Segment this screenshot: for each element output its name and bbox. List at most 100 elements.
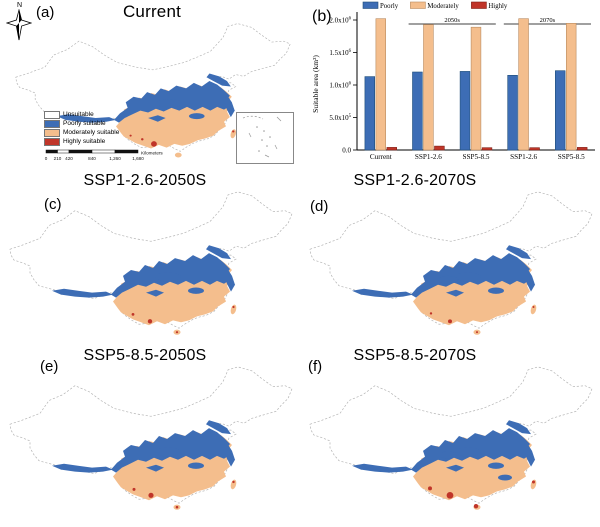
poorly-suitable-region: [52, 245, 235, 298]
panel-current: (a) Current Unsuitable Poorly suitable M…: [0, 0, 305, 170]
poorly-suitable-region: [352, 420, 535, 481]
svg-text:SSP1-2.6: SSP1-2.6: [510, 153, 537, 161]
map-ssp1-2050s: [0, 186, 300, 346]
panel-title-ssp1-2070s: SSP1-2.6-2070S: [353, 172, 477, 189]
map-legend-item: Moderately suitable: [44, 128, 119, 137]
taiwan-island: [230, 129, 237, 139]
highly-suitable-region: [428, 480, 535, 509]
chart-xticklabels: Current SSP1-2.6 SSP5-8.5 SSP1-2.6 SSP5-8.5: [370, 153, 585, 161]
map-legend-swatch: [44, 110, 60, 119]
china-map-svg: [309, 366, 593, 510]
svg-text:2070s: 2070s: [540, 17, 556, 24]
bar-highly-4: [576, 147, 588, 151]
panel-title-current: Current: [122, 2, 182, 21]
bar-chart: 0.0 5.0x105 1.0x106 1.5x106 2.0x106 Suitable …: [307, 0, 599, 170]
china-map-svg: [9, 366, 293, 510]
poorly-suitable-region: [56, 73, 235, 123]
bar-poorly-0: [364, 76, 376, 151]
panel-title-ssp5-2050s: SSP5-8.5-2050S: [83, 347, 207, 364]
compass-north-label: N: [17, 2, 23, 9]
bar-moderately-3: [518, 18, 529, 151]
map-current: [6, 18, 298, 168]
panel-label-a: (a): [36, 4, 55, 21]
svg-text:Current: Current: [370, 153, 392, 161]
bar-moderately-4: [565, 22, 577, 151]
svg-text:840: 840: [88, 156, 96, 161]
map-ssp1-2070s: [300, 186, 600, 346]
bar-chart-svg: 0.0 5.0x105 1.0x106 1.5x106 2.0x106 Suitable …: [311, 1, 595, 161]
chart-group-labels: 2050s 2070s: [408, 17, 591, 25]
panel-label-d: (d): [310, 198, 329, 215]
inset-islands-icon: [242, 115, 282, 158]
bar-highly-0: [386, 147, 398, 151]
map-legend-label: Unsuitable: [63, 111, 94, 118]
panel-label-c: (c): [44, 196, 62, 213]
bar-highly-2: [481, 147, 493, 151]
chart-ylabel: Suitable area (km²): [311, 55, 320, 113]
bar-poorly-1: [412, 71, 423, 151]
map-legend-swatch: [44, 119, 60, 128]
map-legend-label: Highly suitable: [63, 138, 106, 145]
svg-text:210: 210: [54, 156, 62, 161]
panel-label-b: (b): [312, 8, 332, 25]
svg-text:1.0x106: 1.0x106: [329, 81, 351, 89]
bar-poorly-2: [459, 71, 471, 151]
svg-text:1.5x106: 1.5x106: [329, 49, 351, 57]
panel-ssp5-2070s: SSP5-8.5-2070S (f): [300, 345, 600, 527]
bar-poorly-3: [507, 75, 518, 151]
poorly-suitable-region: [352, 245, 535, 298]
svg-text:1,680: 1,680: [132, 156, 144, 161]
china-map-svg: [309, 191, 593, 335]
chart-legend-label: Highly: [488, 3, 507, 10]
bar-highly-1: [434, 145, 445, 151]
panel-title-ssp1-2050s: SSP1-2.6-2050S: [83, 172, 207, 189]
map-legend-swatch: [44, 128, 60, 137]
svg-text:1,260: 1,260: [109, 156, 121, 161]
map-ssp5-2070s: [300, 361, 600, 521]
svg-text:5.0x105: 5.0x105: [329, 114, 351, 122]
map-legend-item: Poorly suitable: [44, 119, 119, 128]
highly-suitable-region: [132, 480, 235, 509]
china-map-svg: [15, 23, 291, 158]
chart-legend-swatch: [410, 1, 426, 9]
panel-ssp5-2050s: SSP5-8.5-2050S (e): [0, 345, 300, 527]
map-legend-item: Unsuitable: [44, 110, 119, 119]
bar-moderately-1: [423, 24, 434, 151]
taiwan-island: [530, 304, 537, 315]
map-legend-label: Moderately suitable: [63, 129, 120, 136]
map-legend-item: Highly suitable: [44, 137, 119, 146]
hainan-island: [174, 152, 182, 158]
chart-legend-label: Poorly: [380, 3, 399, 10]
compass-north-icon: N: [6, 2, 32, 44]
highly-suitable-region: [129, 130, 235, 147]
panel-label-f: (f): [308, 358, 323, 375]
highly-suitable-region: [131, 305, 235, 334]
poorly-suitable-region: [52, 420, 235, 473]
svg-text:420: 420: [65, 156, 73, 161]
svg-text:0: 0: [45, 156, 48, 161]
svg-text:SSP1-2.6: SSP1-2.6: [415, 153, 442, 161]
compass-star-icon: [6, 9, 32, 41]
scale-bar-unit: Kilometers: [141, 151, 163, 156]
svg-text:2.0x106: 2.0x106: [329, 16, 351, 24]
map-legend: Unsuitable Poorly suitable Moderately su…: [44, 110, 119, 146]
chart-yticks: 0.0 5.0x105 1.0x106 1.5x106 2.0x106: [329, 16, 357, 154]
svg-text:SSP5-8.5: SSP5-8.5: [558, 153, 585, 161]
bar-highly-3: [529, 147, 540, 151]
svg-text:SSP5-8.5: SSP5-8.5: [463, 153, 490, 161]
chart-legend-label: Moderately: [427, 3, 459, 10]
svg-text:0.0: 0.0: [342, 146, 351, 154]
highly-suitable-region: [429, 306, 535, 334]
bar-moderately-2: [470, 26, 482, 151]
panel-ssp1-2070s: SSP1-2.6-2070S (d): [300, 170, 600, 348]
scale-bar-svg: 0 210 420 840 1,260 1,680 Kilometers: [45, 149, 163, 161]
scale-bar: 0 210 420 840 1,260 1,680 Kilometers: [44, 147, 174, 163]
map-legend-label: Poorly suitable: [63, 120, 106, 127]
chart-legend-swatch: [471, 1, 487, 9]
chart-bars: [364, 18, 588, 151]
bar-poorly-4: [555, 70, 566, 151]
bar-moderately-0: [375, 18, 387, 151]
map-ssp5-2050s: [0, 361, 300, 521]
chart-legend-swatch: [362, 1, 379, 9]
china-map-svg: [9, 191, 293, 335]
